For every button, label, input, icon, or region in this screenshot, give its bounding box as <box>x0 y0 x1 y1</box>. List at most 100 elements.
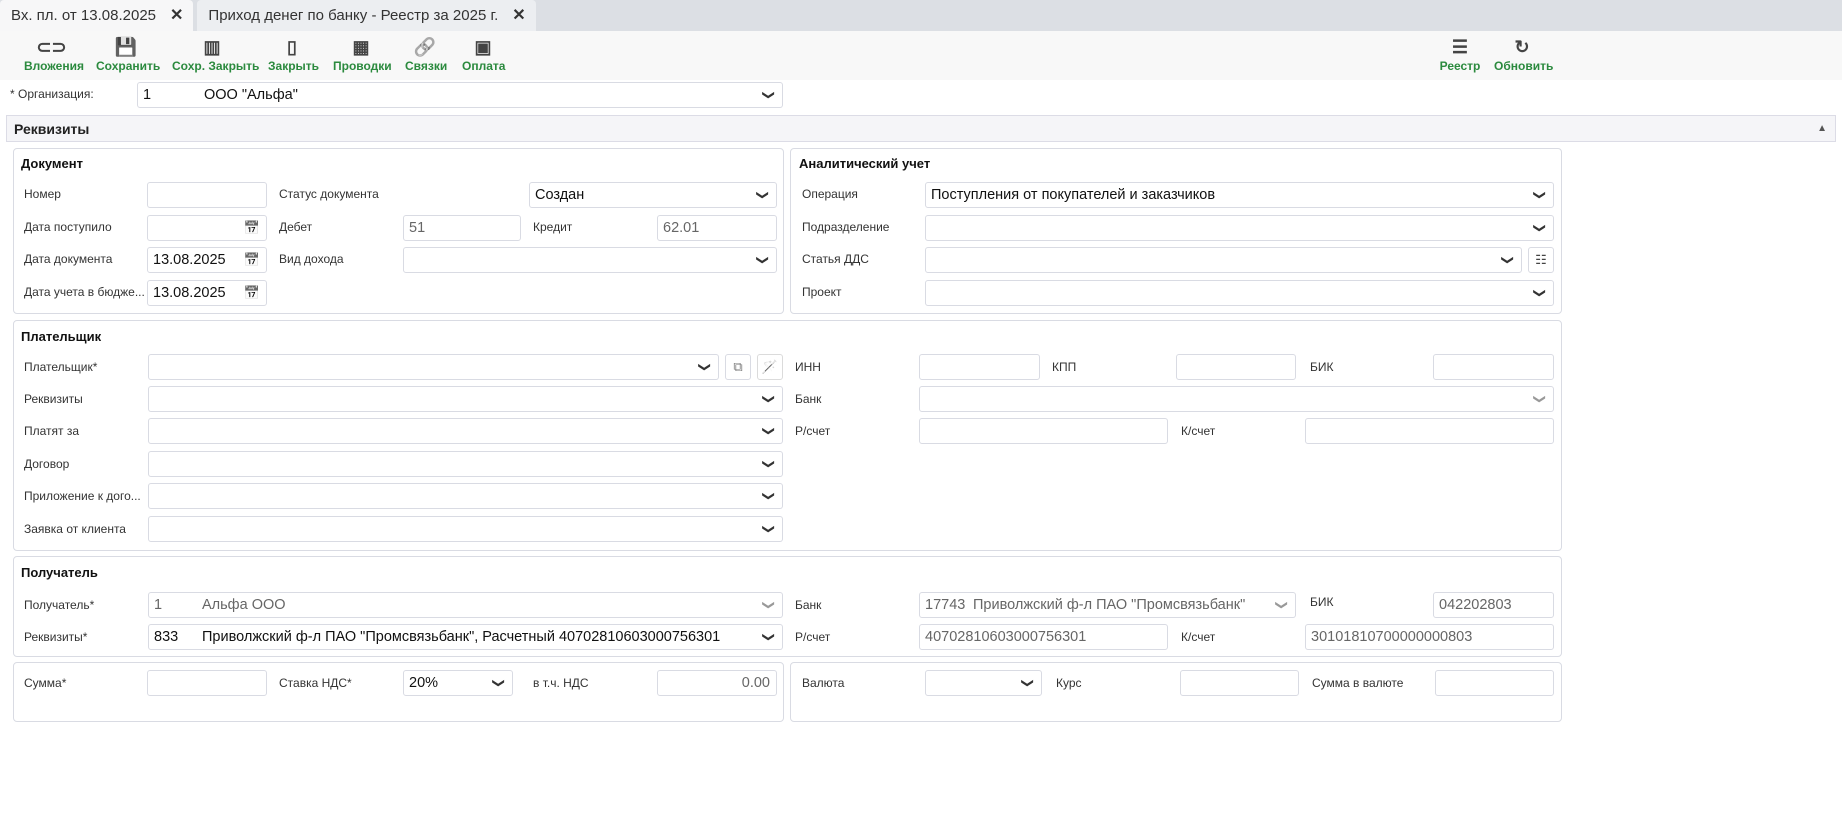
corr-account-input[interactable]: 30101810700000000803 <box>1305 624 1554 650</box>
project-select[interactable]: ❯ <box>925 280 1554 306</box>
collapse-icon[interactable]: ▲ <box>1817 123 1827 134</box>
account-input[interactable]: 40702810603000756301 <box>919 624 1168 650</box>
toolbar-button-money[interactable]: ▣ Оплата <box>462 31 505 80</box>
division-select[interactable]: ❯ <box>925 215 1554 241</box>
payer-code-input[interactable] <box>148 354 198 380</box>
bank-select[interactable]: ❯ <box>968 386 1554 412</box>
toolbar-button-paperclip[interactable]: ⊂⊃ Вложения <box>24 31 84 80</box>
inn-input[interactable] <box>919 354 1040 380</box>
calendar-icon[interactable]: 📅 <box>243 285 260 300</box>
toolbar-button-link[interactable]: 🔗 Связки <box>405 31 447 80</box>
calendar-icon[interactable]: 📅 <box>243 220 260 235</box>
field-value: Альфа ООО <box>202 597 286 613</box>
bank-label: Банк <box>795 598 822 612</box>
registry-icon: ☰ <box>1451 37 1469 57</box>
bik-input[interactable]: 042202803 <box>1433 592 1554 618</box>
toolbar-button-registry[interactable]: ☰ Реестр <box>1439 31 1481 80</box>
request-select[interactable]: ❯ <box>197 516 783 542</box>
currency-label: Валюта <box>802 676 845 690</box>
chevron-down-icon[interactable]: ❯ <box>1274 599 1289 611</box>
chevron-down-icon[interactable]: ❯ <box>761 599 776 611</box>
request-code-input[interactable] <box>148 516 198 542</box>
currency-select[interactable]: ❯ <box>925 670 1042 696</box>
chevron-down-icon[interactable]: ❯ <box>755 189 770 201</box>
field-value: Приволжский ф-л ПАО "Промсвязьбанк", Рас… <box>202 629 721 645</box>
details-select[interactable]: Приволжский ф-л ПАО "Промсвязьбанк", Рас… <box>197 624 783 650</box>
request-label: Заявка от клиента <box>24 522 126 536</box>
close-icon[interactable]: ✕ <box>170 7 184 24</box>
number-input[interactable] <box>147 182 267 208</box>
contract-select[interactable]: ❯ <box>197 451 783 477</box>
chevron-down-icon[interactable]: ❯ <box>1532 393 1547 405</box>
details-code-input[interactable]: 833 <box>148 624 198 650</box>
toolbar-button-calculator[interactable]: ▦ Проводки <box>333 31 392 80</box>
kpp-input[interactable] <box>1176 354 1296 380</box>
tab-registry[interactable]: Приход денег по банку - Реестр за 2025 г… <box>197 0 536 31</box>
bank-code-input[interactable]: 17743 <box>919 592 969 618</box>
bank-select[interactable]: Приволжский ф-л ПАО "Промсвязьбанк" ❯ <box>968 592 1296 618</box>
corr-account-input[interactable] <box>1305 418 1554 444</box>
toolbar-button-save[interactable]: 💾 Сохранить <box>96 31 160 80</box>
dds-select[interactable]: ❯ <box>925 247 1522 273</box>
status-select[interactable]: Создан ❯ <box>529 182 777 208</box>
pay_for-code-input[interactable] <box>148 418 198 444</box>
sum-input[interactable] <box>147 670 267 696</box>
chevron-down-icon[interactable]: ❯ <box>761 458 776 470</box>
operation-select[interactable]: Поступления от покупателей и заказчиков ❯ <box>925 182 1554 208</box>
open-card-icon[interactable]: ⧉ <box>725 354 751 380</box>
chevron-down-icon[interactable]: ❯ <box>761 631 776 643</box>
chevron-down-icon[interactable]: ❯ <box>1532 189 1547 201</box>
bik-input[interactable] <box>1433 354 1554 380</box>
details-code-input[interactable] <box>148 386 198 412</box>
toolbar-button-refresh[interactable]: ↻ Обновить <box>1494 31 1553 80</box>
analytics-title: Аналитический учет <box>799 156 931 171</box>
chevron-down-icon[interactable]: ❯ <box>1500 254 1515 266</box>
field-value: 20% <box>409 675 439 691</box>
chevron-down-icon[interactable]: ❯ <box>1532 287 1547 299</box>
project-label: Проект <box>802 285 842 299</box>
magic-wand-icon[interactable]: 🪄 <box>757 354 783 380</box>
calendar-icon[interactable]: 📅 <box>243 252 260 267</box>
toolbar-button-door-close[interactable]: ▯ Закрыть <box>268 31 319 80</box>
chevron-down-icon[interactable]: ❯ <box>761 490 776 502</box>
vat-rate-select[interactable]: 20% ❯ <box>403 670 513 696</box>
details-select[interactable]: ❯ <box>197 386 783 412</box>
budget-date-input[interactable]: 13.08.2025 📅 <box>147 280 267 306</box>
chevron-down-icon[interactable]: ❯ <box>761 393 776 405</box>
contract-code-input[interactable] <box>148 451 198 477</box>
toolbar-button-save-close[interactable]: ▥ Сохр. Закрыть <box>172 31 259 80</box>
rate-label: Курс <box>1056 676 1082 690</box>
section-header[interactable]: Реквизиты ▲ <box>6 115 1836 142</box>
field-value: 30101810700000000803 <box>1311 629 1473 645</box>
rate-input[interactable] <box>1180 670 1299 696</box>
debit-input[interactable]: 51 <box>403 215 521 241</box>
chevron-down-icon[interactable]: ❯ <box>761 425 776 437</box>
currency-sum-input[interactable] <box>1435 670 1554 696</box>
recipient-code-input[interactable]: 1 <box>148 592 198 618</box>
chevron-down-icon[interactable]: ❯ <box>761 523 776 535</box>
recipient-select[interactable]: Альфа ООО ❯ <box>197 592 783 618</box>
chevron-down-icon[interactable]: ❯ <box>491 677 506 689</box>
received-date-input[interactable]: 📅 <box>147 215 267 241</box>
tree-list-icon[interactable]: ☷ <box>1528 247 1554 273</box>
document-date-input[interactable]: 13.08.2025 📅 <box>147 247 267 273</box>
chevron-down-icon[interactable]: ❯ <box>1532 222 1547 234</box>
pay_for-select[interactable]: ❯ <box>197 418 783 444</box>
payer-select[interactable]: ❯ <box>197 354 719 380</box>
tab-label: Вх. пл. от 13.08.2025 <box>11 7 157 24</box>
chevron-down-icon[interactable]: ❯ <box>697 361 712 373</box>
bank-code-input[interactable] <box>919 386 969 412</box>
account-input[interactable] <box>919 418 1168 444</box>
credit-input[interactable]: 62.01 <box>657 215 777 241</box>
income-type-select[interactable]: ❯ <box>403 247 777 273</box>
chevron-down-icon[interactable]: ❯ <box>1020 677 1035 689</box>
appendix-select[interactable]: ❯ <box>197 483 783 509</box>
chevron-down-icon[interactable]: ❯ <box>761 89 776 101</box>
vat-input[interactable]: 0.00 <box>657 670 777 696</box>
tab-document[interactable]: Вх. пл. от 13.08.2025 ✕ <box>0 0 194 31</box>
close-icon[interactable]: ✕ <box>512 7 526 24</box>
org-code-input[interactable]: 1 <box>137 82 200 108</box>
chevron-down-icon[interactable]: ❯ <box>755 254 770 266</box>
org-select[interactable]: ООО "Альфа" ❯ <box>199 82 783 108</box>
appendix-code-input[interactable] <box>148 483 198 509</box>
